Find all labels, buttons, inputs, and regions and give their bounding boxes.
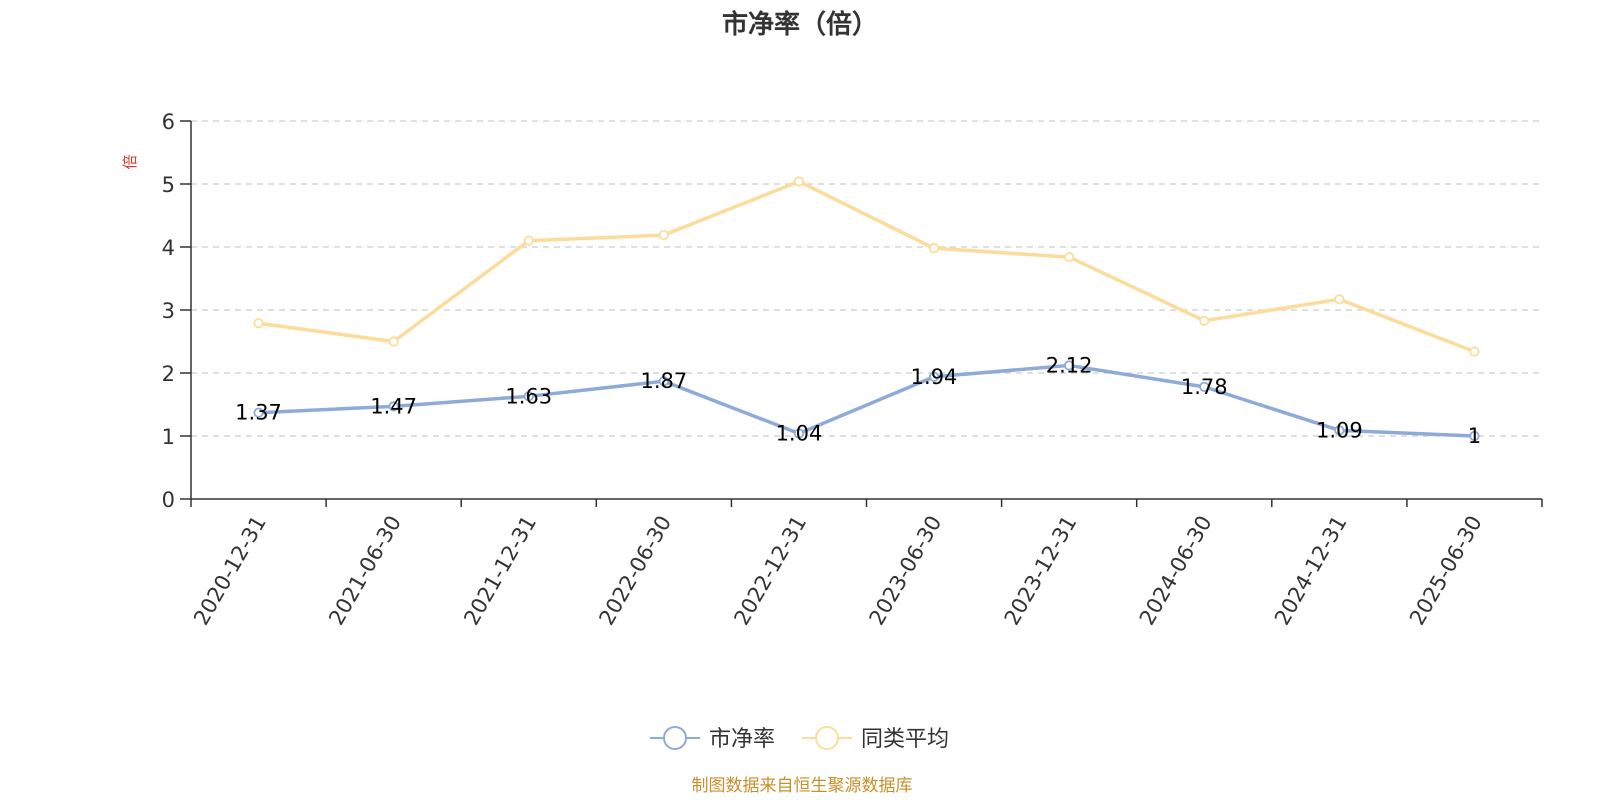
legend-marker (663, 726, 687, 750)
data-point[interactable] (1064, 251, 1075, 263)
x-tick-label: 2023-06-30 (865, 512, 947, 630)
y-tick-label: 2 (162, 362, 175, 386)
data-label: 1.87 (640, 369, 687, 393)
series-line-0 (256, 363, 1477, 438)
legend-label: 同类平均 (861, 727, 949, 752)
x-tick-label: 2025-06-30 (1405, 512, 1487, 630)
legend-label: 市净率 (709, 727, 775, 752)
y-tick-label: 3 (162, 299, 175, 323)
data-label: 1.37 (235, 401, 282, 425)
data-point[interactable] (388, 401, 399, 412)
data-point[interactable] (253, 407, 264, 418)
y-axis-unit-label: 倍 (121, 154, 139, 169)
x-tick-label: 2021-06-30 (324, 512, 406, 630)
data-point[interactable] (388, 336, 399, 347)
data-labels: 1.37 1.47 1.63 1.87 1.04 1.94 2.12 1.78 1.09 1 (235, 353, 1481, 448)
grid-lines (191, 120, 1542, 437)
data-point[interactable] (793, 176, 805, 187)
x-tick-label: 2022-12-31 (729, 512, 811, 630)
legend-item-0[interactable]: 市净率 (650, 726, 775, 752)
data-point[interactable] (1469, 346, 1480, 357)
data-label: 1.04 (776, 421, 823, 445)
legend[interactable]: 市净率 同类平均 (650, 726, 949, 752)
data-label: 1.09 (1316, 418, 1363, 442)
data-point[interactable] (1199, 381, 1210, 392)
x-tick-label: 2021-12-31 (459, 512, 541, 630)
data-point[interactable] (928, 243, 940, 254)
y-tick-label: 4 (162, 236, 175, 260)
chart-title: 市净率（倍） (722, 9, 878, 40)
data-label: 1.94 (911, 365, 958, 389)
data-point[interactable] (1469, 430, 1480, 442)
data-point[interactable] (1199, 315, 1210, 326)
data-point[interactable] (253, 318, 264, 329)
x-tick-label: 2024-12-31 (1270, 512, 1352, 630)
data-point[interactable] (928, 371, 940, 382)
data-label: 1 (1468, 424, 1481, 448)
data-label: 2.12 (1046, 353, 1093, 377)
data-point[interactable] (1334, 425, 1345, 436)
series-line-1 (256, 179, 1477, 354)
series-lines (253, 176, 1480, 442)
y-tick-label: 0 (162, 488, 175, 512)
source-note: 制图数据来自恒生聚源数据库 (692, 776, 913, 796)
data-point[interactable] (658, 376, 669, 387)
legend-marker (815, 726, 839, 750)
data-point[interactable] (1334, 294, 1345, 305)
x-tick-label: 2022-06-30 (594, 512, 676, 630)
data-point[interactable] (523, 391, 534, 402)
data-label: 1.47 (370, 394, 417, 418)
y-tick-label: 5 (162, 173, 175, 197)
axes: 0 1 2 3 4 5 6 2020-12-31 2021-06-30 2021-12-31 202… (162, 110, 1543, 630)
y-tick-label: 6 (162, 110, 175, 134)
y-tick-label: 1 (162, 425, 175, 449)
x-tick-label: 2023-12-31 (1000, 512, 1082, 630)
data-point[interactable] (523, 235, 534, 246)
x-tick-label: 2024-06-30 (1135, 512, 1217, 630)
data-point[interactable] (658, 229, 669, 241)
x-tick-label: 2020-12-31 (189, 512, 271, 630)
data-point[interactable] (793, 428, 805, 439)
legend-item-1[interactable]: 同类平均 (802, 726, 949, 752)
data-label: 1.78 (1181, 375, 1228, 399)
data-point[interactable] (1064, 360, 1075, 371)
data-label: 1.63 (505, 384, 552, 408)
